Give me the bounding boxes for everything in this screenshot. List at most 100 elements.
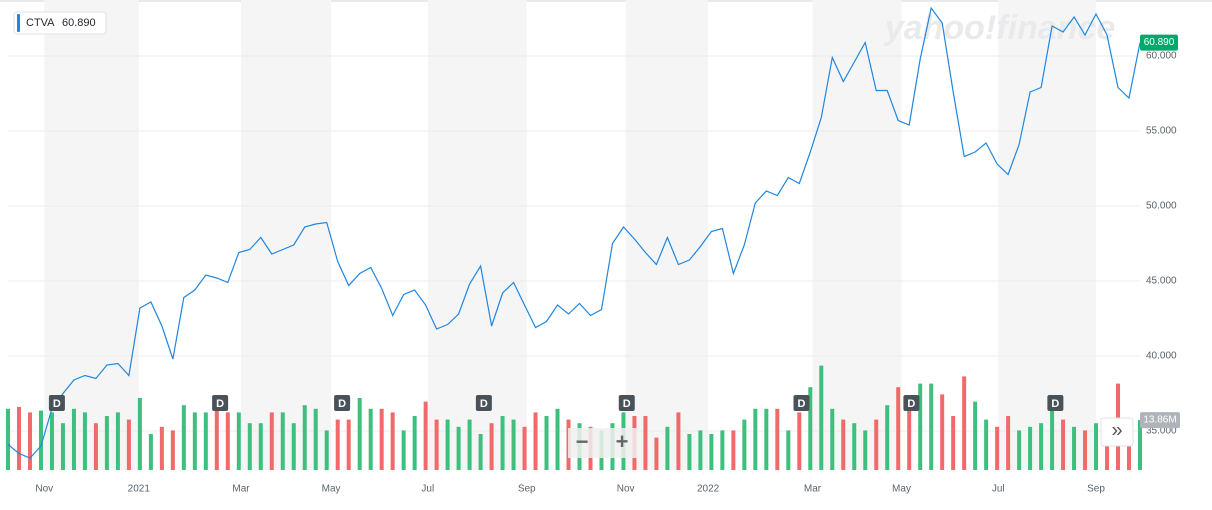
volume-bar [214,401,219,470]
legend-box [13,11,107,35]
event-marker[interactable]: D [334,395,351,411]
event-marker[interactable]: D [1047,395,1064,411]
event-label: D [907,398,915,410]
volume-bar [192,412,197,470]
event-marker[interactable]: D [212,395,229,411]
y-tick-label: 55.000 [1146,126,1177,137]
volume-bar [1105,430,1110,470]
volume-bar [643,416,648,470]
event-marker[interactable]: D [475,395,492,411]
zoom-box [568,428,638,458]
volume-bar [918,383,923,470]
volume-bar [280,412,285,470]
volume-bar [126,419,131,470]
volume-bar [82,412,87,470]
volume-badge-label: 13.86M [1143,415,1176,426]
x-tick-label: May [322,484,341,495]
price-badge [1140,34,1178,51]
event-box [903,395,920,411]
period-band [427,0,527,470]
volume-bar [181,405,186,470]
volume-bar [654,437,659,470]
volume-bar [379,408,384,470]
zoom-in-button[interactable]: + [616,429,629,454]
volume-bar [555,408,560,470]
volume-bar [258,423,263,470]
volume-bar [357,398,362,470]
x-tick-label: Nov [617,484,635,495]
event-box [618,395,635,411]
volume-bar [412,416,417,470]
volume-bar [368,408,373,470]
scroll-right-button[interactable]: » [1111,419,1122,441]
volume-bar [467,419,472,470]
x-tick-label: Nov [35,484,53,495]
scroll-box[interactable] [1100,417,1134,447]
volume-bar [984,419,989,470]
volume-bar [720,430,725,470]
volume-bar [775,408,780,470]
volume-bar [291,423,296,470]
event-label: D [338,398,346,410]
volume-bar [797,412,802,470]
event-box [48,395,65,411]
volume-bar [841,419,846,470]
y-tick-label: 60.000 [1146,51,1177,62]
volume-bar [1061,419,1066,470]
volume-bar [874,419,879,470]
volume-bar [940,394,945,470]
volume-bar [885,405,890,470]
volume-bar [269,412,274,470]
volume-bar [1039,423,1044,470]
event-label: D [480,398,488,410]
volume-bar [1083,430,1088,470]
volume-bar [863,430,868,470]
zoom-controls[interactable]: − + [568,428,638,458]
event-marker[interactable]: D [48,395,65,411]
event-marker[interactable]: D [793,395,810,411]
volume-bar [115,412,120,470]
legend-value: 60.890 [62,17,96,29]
period-band [240,0,332,470]
x-tick-label: 2022 [697,484,720,495]
volume-bar [27,412,32,470]
x-tick-label: Sep [1087,484,1105,495]
volume-bar [16,407,21,470]
volume-bar [71,408,76,470]
volume-bar [500,416,505,470]
volume-bar [1028,426,1033,470]
event-box [475,395,492,411]
event-label: D [216,398,224,410]
zoom-out-button[interactable]: − [576,429,589,454]
volume-bar [533,412,538,470]
event-box [793,395,810,411]
volume-bar [676,412,681,470]
volume-bar [489,423,494,470]
volume-bar [38,410,43,470]
volume-bar [522,426,527,470]
volume-bar [93,423,98,470]
volume-bar [786,430,791,470]
volume-bar [401,430,406,470]
x-tick-label: Jul [992,484,1005,495]
volume-bar [907,398,912,470]
volume-bar [962,376,967,470]
volume-bar [302,405,307,470]
event-box [334,395,351,411]
volume-bar [951,416,956,470]
volume-bar [1050,408,1055,470]
event-box [1047,395,1064,411]
event-marker[interactable]: D [903,395,920,411]
event-label: D [1051,398,1059,410]
event-box [212,395,229,411]
event-marker[interactable]: D [618,395,635,411]
event-label: D [623,398,631,410]
volume-bar [995,426,1000,470]
event-label: D [798,398,806,410]
period-band [44,0,139,470]
volume-bar [687,434,692,470]
volume-bar [896,387,901,470]
volume-bar [159,426,164,470]
x-tick-label: Mar [804,484,822,495]
